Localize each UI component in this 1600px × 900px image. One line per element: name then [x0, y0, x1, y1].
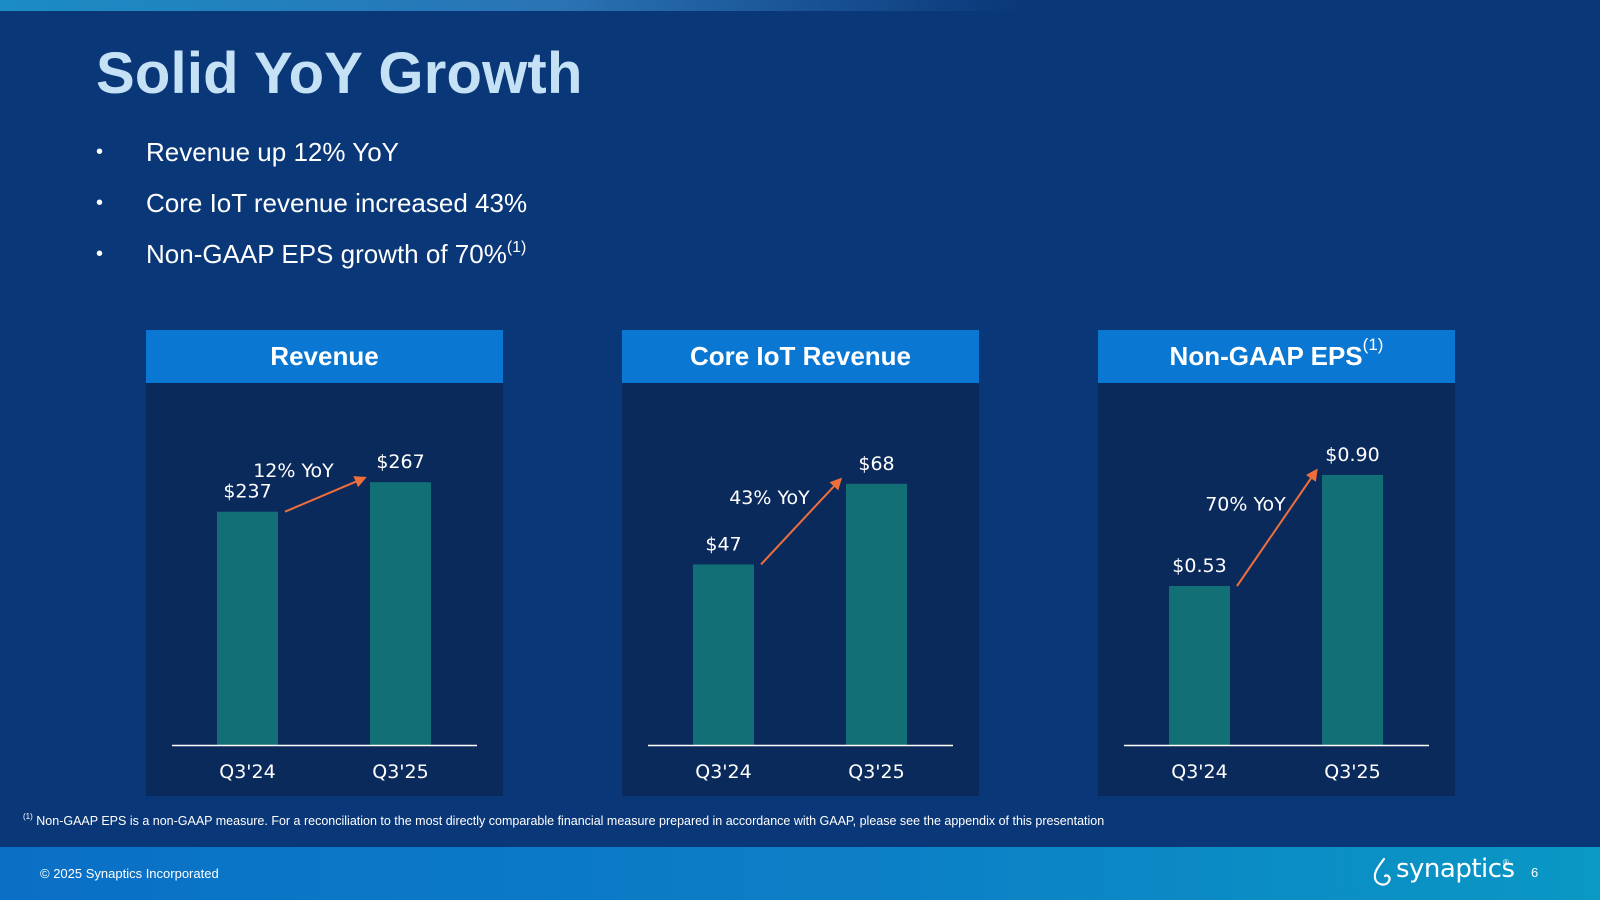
x-tick-label: Q3'25 [848, 761, 904, 783]
growth-arrow [284, 476, 367, 513]
bullet-text: Core IoT revenue increased 43% [146, 188, 528, 218]
data-label: $0.90 [1325, 444, 1379, 466]
bullet-list: • Revenue up 12% YoY • Core IoT revenue in… [94, 136, 527, 289]
yoy-annotation: 12% YoY [253, 460, 334, 482]
bar-q324 [217, 511, 278, 745]
yoy-annotation: 70% YoY [1205, 494, 1286, 516]
logo-registered-mark: ® [1503, 858, 1509, 867]
non-gaap-eps-chart-panel: Non-GAAP EPS(1) $0.53 Q3'24 $0.90 Q3'25 70% … [1098, 330, 1455, 796]
bar-q325 [846, 483, 907, 745]
bullet-item: • Non-GAAP EPS growth of 70%(1) [94, 238, 527, 289]
growth-arrow [1236, 468, 1318, 587]
page-number: 6 [1531, 865, 1539, 880]
footnote-sup: (1) [23, 812, 33, 821]
chart-title: Revenue [146, 330, 503, 383]
synaptics-drop-icon [1373, 857, 1391, 886]
data-label: $68 [858, 453, 894, 475]
bullet-dot: • [96, 192, 104, 214]
chart-title-text: Non-GAAP EPS [1169, 341, 1363, 371]
non-gaap-eps-chart: $0.53 Q3'24 $0.90 Q3'25 70% YoY [1124, 444, 1429, 783]
bullet-item: • Core IoT revenue increased 43% [94, 187, 527, 238]
bullet-dot: • [96, 141, 104, 163]
growth-arrow [760, 477, 843, 566]
footnote-text: Non-GAAP EPS is a non-GAAP measure. For … [36, 814, 1105, 828]
data-label: $0.53 [1172, 555, 1226, 577]
chart-title-text: Core IoT Revenue [689, 341, 912, 371]
yoy-annotation: 43% YoY [729, 487, 810, 509]
x-tick-label: Q3'24 [1171, 761, 1227, 783]
chart-title-sup: (1) [1362, 335, 1384, 354]
x-tick-label: Q3'24 [695, 761, 751, 783]
core-iot-revenue-chart-panel: Core IoT Revenue $47 Q3'24 $68 Q3'25 43% YoY [622, 330, 979, 796]
bar-q324 [1169, 586, 1230, 745]
bar-q325 [1322, 475, 1383, 745]
bullet-text: Revenue up 12% YoY [146, 137, 399, 167]
data-label: $237 [223, 481, 271, 503]
synaptics-logo-text: synaptics [1396, 854, 1515, 884]
bullet-dot: • [96, 243, 104, 265]
core-iot-revenue-chart: $47 Q3'24 $68 Q3'25 43% YoY [648, 453, 953, 783]
bar-q324 [693, 564, 754, 745]
page-title: Solid YoY Growth [96, 41, 583, 106]
data-label: $47 [705, 533, 741, 555]
revenue-chart: $237 Q3'24 $267 Q3'25 12% YoY [172, 451, 477, 783]
chart-title: Core IoT Revenue [622, 330, 979, 383]
bullet-text: Non-GAAP EPS growth of 70% [146, 239, 507, 269]
x-tick-label: Q3'25 [1324, 761, 1380, 783]
revenue-chart-panel: Revenue $237 Q3'24 $267 Q3'25 12% YoY [146, 330, 503, 796]
bullet-sup: (1) [506, 239, 527, 256]
top-accent-bar [0, 0, 1600, 11]
x-tick-label: Q3'24 [219, 761, 275, 783]
copyright: © 2025 Synaptics Incorporated [40, 866, 219, 881]
chart-title: Non-GAAP EPS(1) [1098, 330, 1455, 383]
data-label: $267 [376, 451, 424, 473]
bar-q325 [370, 482, 431, 745]
bullet-item: • Revenue up 12% YoY [94, 136, 527, 187]
footnote: (1) Non-GAAP EPS is a non-GAAP measure. … [23, 812, 1105, 828]
chart-title-text: Revenue [270, 341, 379, 371]
x-tick-label: Q3'25 [372, 761, 428, 783]
footer-bar: © 2025 Synaptics Incorporated synaptics … [0, 847, 1600, 900]
